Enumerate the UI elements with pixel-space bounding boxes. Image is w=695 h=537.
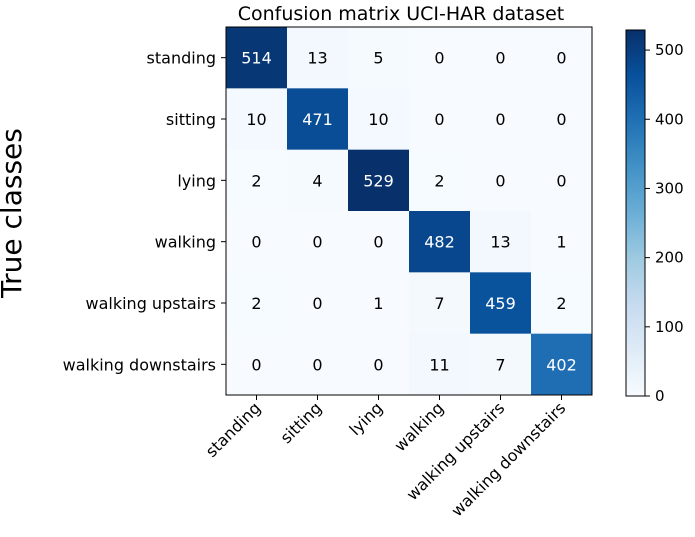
matrix-cell <box>287 149 349 212</box>
matrix-cell <box>531 149 593 212</box>
column-tick-label: lying <box>346 398 387 439</box>
matrix-cell-value: 2 <box>251 171 261 190</box>
matrix-cell-value: 2 <box>434 171 444 190</box>
matrix-cell-value: 0 <box>495 49 505 68</box>
matrix-cell <box>470 211 532 273</box>
matrix-cell <box>348 88 410 151</box>
matrix-cell <box>287 27 349 89</box>
matrix-cell <box>531 333 593 396</box>
matrix-cell-value: 13 <box>490 233 510 252</box>
matrix-cell <box>409 333 471 396</box>
matrix-cell <box>226 88 288 151</box>
matrix-cell-value: 11 <box>429 355 449 374</box>
matrix-cell-value: 1 <box>373 294 383 313</box>
matrix-cell-value: 459 <box>485 294 516 313</box>
matrix-cell-value: 482 <box>424 233 455 252</box>
matrix-cell-value: 402 <box>546 355 577 374</box>
matrix-cell <box>470 149 532 212</box>
matrix-cell <box>531 211 593 273</box>
matrix-cell <box>348 149 410 212</box>
matrix-cell <box>409 211 471 273</box>
colorbar-tick-label: 300 <box>655 179 684 197</box>
matrix-cell <box>531 88 593 151</box>
matrix-cell-value: 0 <box>251 233 261 252</box>
matrix-cell-value: 0 <box>373 355 383 374</box>
matrix-cell-value: 471 <box>302 110 333 129</box>
matrix-cell <box>409 27 471 89</box>
colorbar-tick-label: 500 <box>655 41 684 59</box>
matrix-cell <box>409 88 471 151</box>
matrix-cell-value: 4 <box>312 171 322 190</box>
matrix-cell-value: 0 <box>373 233 383 252</box>
colorbar-tick-label: 100 <box>655 318 684 336</box>
matrix-cell-value: 7 <box>495 355 505 374</box>
matrix-cell <box>226 149 288 212</box>
colorbar-tick-label: 0 <box>655 387 665 405</box>
matrix-cell-value: 529 <box>363 171 394 190</box>
matrix-cell-value: 0 <box>556 171 566 190</box>
row-tick-label: walking <box>155 233 216 252</box>
matrix-cell-labels: 514 13 5 0 0 0 10 471 10 0 0 0 2 4 529 2 0 0 0 0 0 482 13 1 2 0 1 7… <box>241 49 577 375</box>
matrix-cell <box>348 27 410 89</box>
row-tick-label: sitting <box>166 110 216 129</box>
matrix-cell <box>226 272 288 335</box>
matrix-cell <box>348 272 410 335</box>
column-tick-label: walking downstairs <box>447 398 569 520</box>
matrix-cell-value: 10 <box>246 110 266 129</box>
matrix-cell-value: 13 <box>307 49 327 68</box>
matrix-cell-value: 0 <box>251 355 261 374</box>
matrix-cell <box>409 149 471 212</box>
colorbar-tick-label: 200 <box>655 249 684 267</box>
matrix-cell-value: 2 <box>251 294 261 313</box>
matrix-cell <box>348 333 410 396</box>
column-tick-label: standing <box>202 398 265 461</box>
matrix-cell <box>409 272 471 335</box>
matrix-cell-value: 10 <box>368 110 388 129</box>
matrix-cell-value: 2 <box>556 294 566 313</box>
matrix-cell <box>470 27 532 89</box>
matrix-cell-value: 0 <box>312 355 322 374</box>
row-tick-labels: standing sitting lying walking walking upsta… <box>63 49 226 374</box>
matrix-cell <box>287 272 349 335</box>
matrix-cell <box>226 211 288 273</box>
column-tick-label: walking <box>391 398 448 455</box>
colorbar <box>625 29 646 397</box>
y-axis-label: True classes <box>0 128 28 299</box>
row-tick-label: walking upstairs <box>86 294 217 313</box>
matrix-cell <box>226 27 288 89</box>
matrix-cell-value: 0 <box>495 110 505 129</box>
matrix-cell-value: 1 <box>556 233 566 252</box>
matrix-cell-value: 0 <box>434 49 444 68</box>
matrix-cell <box>226 333 288 396</box>
colorbar-ticks: 0 100 200 300 400 500 <box>645 41 684 405</box>
matrix-cell-value: 0 <box>495 171 505 190</box>
matrix-cell <box>470 272 532 335</box>
matrix-cell <box>287 211 349 273</box>
matrix-cell-value: 0 <box>312 294 322 313</box>
matrix-cells <box>226 27 593 396</box>
matrix-cell-value: 514 <box>241 49 272 68</box>
matrix-cell-value: 7 <box>434 294 444 313</box>
row-tick-label: walking downstairs <box>63 355 216 374</box>
colorbar-tick-label: 400 <box>655 110 684 128</box>
matrix-cell <box>287 88 349 151</box>
column-tick-label: sitting <box>276 398 325 447</box>
matrix-frame <box>225 26 593 396</box>
matrix-cell-value: 0 <box>556 110 566 129</box>
matrix-cell-value: 0 <box>556 49 566 68</box>
matrix-cell-value: 5 <box>373 49 383 68</box>
matrix-cell <box>348 211 410 273</box>
chart-title: Confusion matrix UCI-HAR dataset <box>238 3 565 25</box>
matrix-cell <box>531 27 593 89</box>
matrix-cell <box>287 333 349 396</box>
matrix-cell <box>470 88 532 151</box>
row-tick-label: standing <box>147 49 216 68</box>
matrix-cell <box>470 333 532 396</box>
row-tick-label: lying <box>177 171 216 190</box>
matrix-cell <box>531 272 593 335</box>
matrix-cell-value: 0 <box>434 110 444 129</box>
matrix-cell-value: 0 <box>312 233 322 252</box>
